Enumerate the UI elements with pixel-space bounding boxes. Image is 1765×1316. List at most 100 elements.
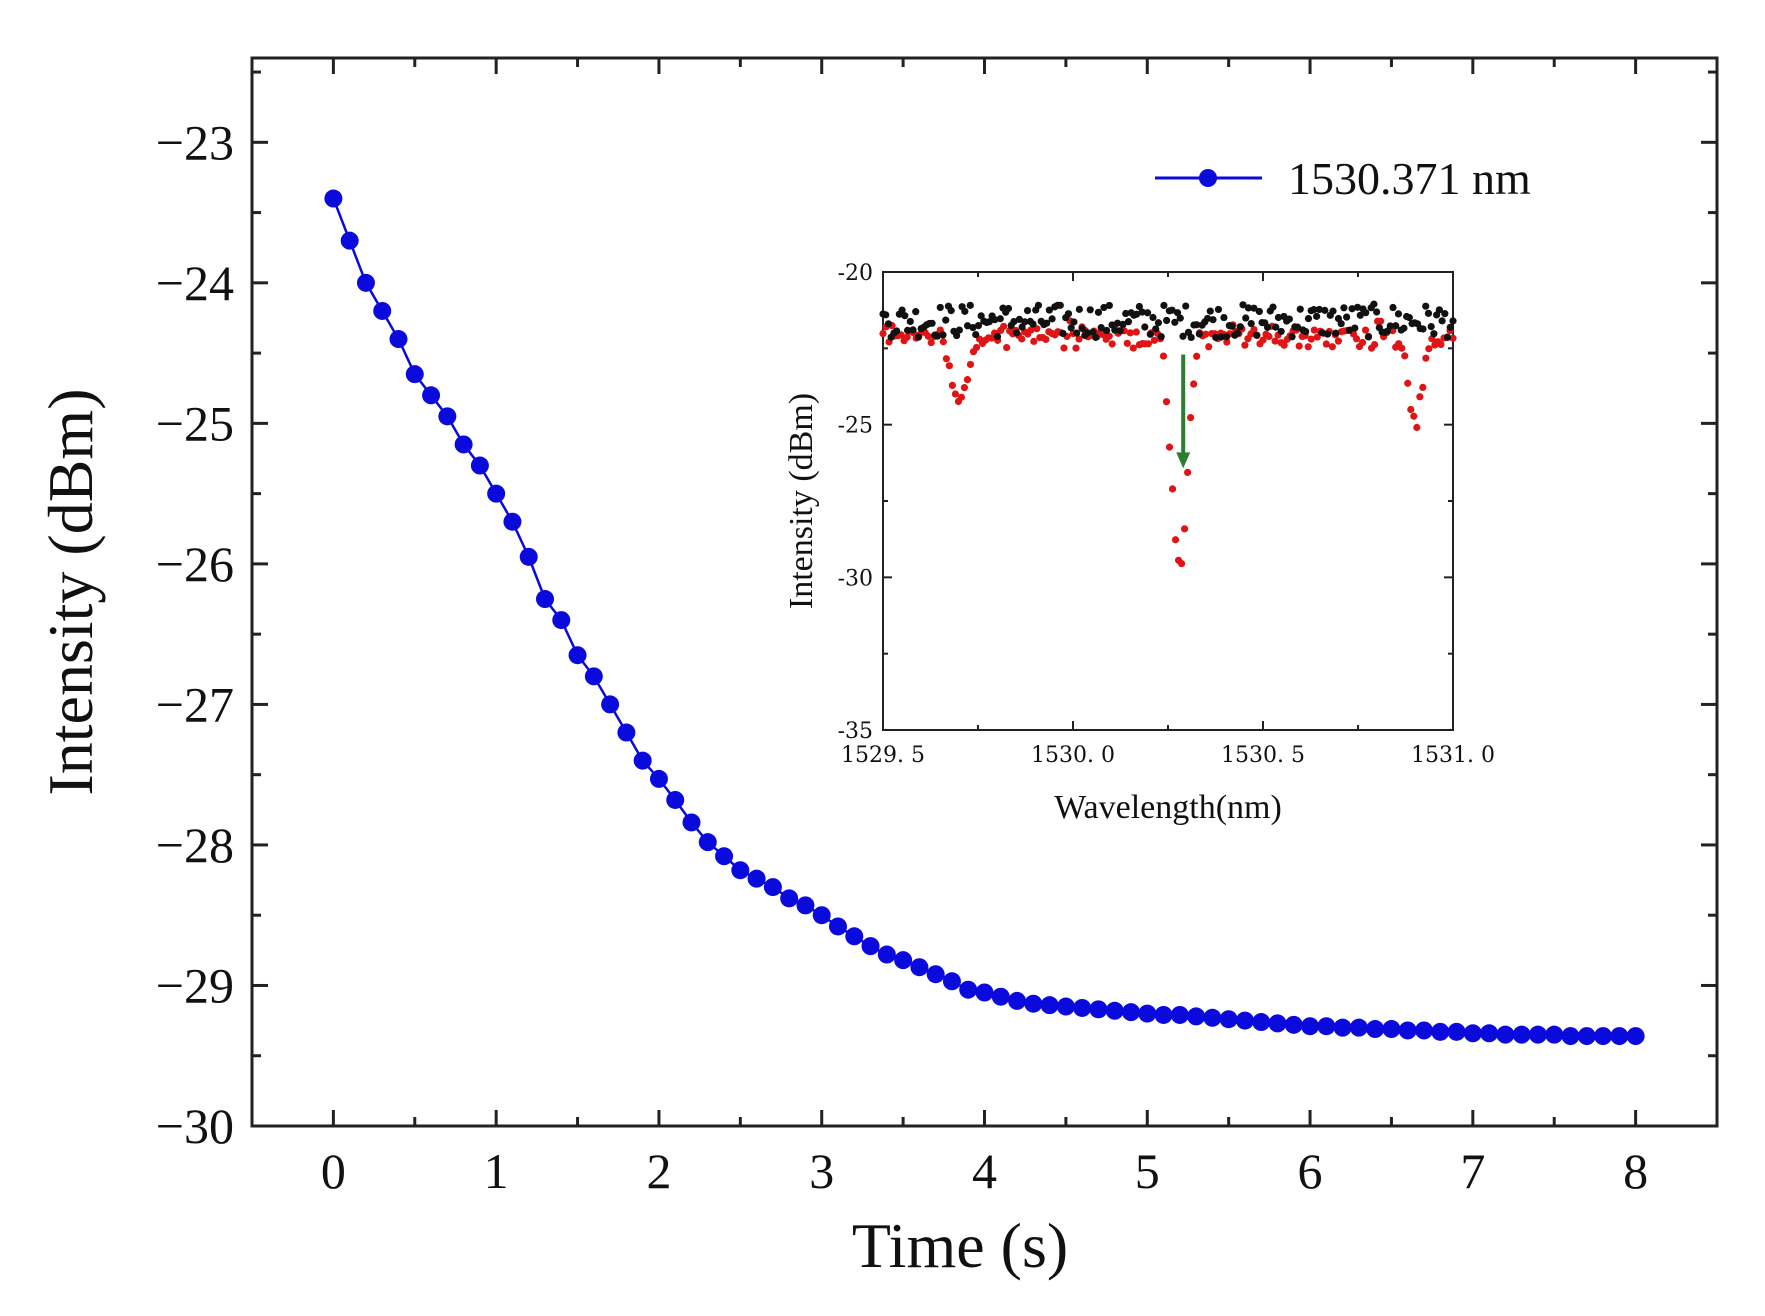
x-tick-label: 6 bbox=[1298, 1143, 1323, 1199]
inset-red-point bbox=[1027, 326, 1035, 334]
inset-black-point bbox=[1122, 309, 1130, 318]
inset-black-point bbox=[1293, 323, 1302, 331]
x-tick-label: 8 bbox=[1623, 1143, 1648, 1199]
data-point bbox=[1382, 1020, 1401, 1039]
data-point bbox=[1496, 1025, 1515, 1044]
data-point bbox=[1219, 1010, 1238, 1029]
data-point bbox=[324, 189, 343, 208]
inset-black-point bbox=[1154, 319, 1163, 327]
inset-black-point bbox=[939, 331, 947, 339]
inset-black-point bbox=[906, 317, 914, 326]
inset-black-point bbox=[1318, 329, 1326, 337]
inset-red-point bbox=[951, 390, 959, 398]
data-point bbox=[1349, 1018, 1368, 1037]
data-point bbox=[405, 365, 424, 384]
data-point bbox=[1138, 1004, 1157, 1023]
inset-black-point bbox=[1206, 307, 1214, 315]
inset-red-point bbox=[1030, 337, 1038, 345]
inset-black-point bbox=[1310, 306, 1318, 314]
inset-black-point bbox=[1015, 315, 1023, 324]
inset-black-point bbox=[1094, 308, 1103, 316]
inset-black-point bbox=[1070, 318, 1078, 326]
inset-y-axis-title: Intensity (dBm) bbox=[783, 393, 820, 609]
inset-black-point bbox=[1086, 306, 1094, 314]
inset-red-point bbox=[1180, 525, 1189, 533]
inset-black-point bbox=[1089, 328, 1097, 336]
data-point bbox=[1024, 994, 1043, 1013]
y-tick-label: −28 bbox=[156, 817, 234, 873]
data-point bbox=[1545, 1025, 1564, 1044]
inset-black-point bbox=[1163, 316, 1171, 325]
inset-red-point bbox=[942, 355, 950, 363]
data-point bbox=[1073, 998, 1092, 1017]
inset-black-point bbox=[1438, 317, 1446, 325]
inset-x-tick-label: 1530. 5 bbox=[1221, 743, 1305, 768]
inset-black-point bbox=[1250, 304, 1258, 312]
x-tick-label: 3 bbox=[809, 1143, 834, 1199]
data-point bbox=[1594, 1027, 1613, 1046]
inset-red-point bbox=[879, 329, 887, 338]
inset-black-point bbox=[1430, 330, 1438, 338]
inset-red-point bbox=[1168, 485, 1177, 493]
y-tick-label: −30 bbox=[156, 1098, 234, 1154]
x-tick-label: 1 bbox=[484, 1143, 509, 1199]
inset-red-point bbox=[1132, 328, 1140, 336]
inset-black-point bbox=[1329, 307, 1337, 315]
inset-red-point bbox=[1105, 332, 1113, 340]
inset-red-point bbox=[1177, 559, 1186, 568]
inset-black-point bbox=[1422, 302, 1430, 310]
data-point bbox=[1528, 1025, 1547, 1044]
inset-black-point bbox=[1313, 312, 1321, 320]
data-point bbox=[356, 273, 375, 292]
main-series bbox=[324, 189, 1645, 1046]
data-point bbox=[715, 847, 734, 866]
data-point bbox=[682, 813, 701, 832]
y-tick-label: −29 bbox=[156, 957, 234, 1013]
data-point bbox=[861, 937, 880, 956]
inset-black-point bbox=[1059, 329, 1067, 338]
data-point bbox=[568, 646, 587, 665]
inset-black-point bbox=[1244, 304, 1253, 312]
inset-red-point bbox=[1187, 413, 1195, 422]
inset-black-point bbox=[1100, 303, 1108, 312]
inset-black-point bbox=[1302, 327, 1310, 336]
inset-black-point bbox=[1034, 301, 1043, 309]
data-point bbox=[1431, 1022, 1450, 1041]
inset-black-point bbox=[1340, 304, 1348, 312]
inset-red-point bbox=[903, 333, 911, 341]
inset-red-point bbox=[1280, 341, 1288, 349]
inset-black-point bbox=[947, 307, 955, 315]
data-point bbox=[1235, 1011, 1254, 1030]
inset-black-point bbox=[969, 323, 977, 332]
data-point bbox=[1577, 1027, 1596, 1046]
inset-black-point bbox=[1176, 314, 1184, 322]
inset-black-point bbox=[1075, 305, 1083, 313]
inset-black-point bbox=[1004, 304, 1013, 313]
legend: 1530.371 nm bbox=[1155, 153, 1531, 204]
data-point bbox=[1268, 1014, 1287, 1033]
inset-black-point bbox=[1272, 323, 1280, 331]
data-point bbox=[1366, 1020, 1385, 1039]
inset-tick-labels: 1529. 5 1530. 0 1530. 5 1531. 0 -20 -25 -30 -35 bbox=[838, 261, 1495, 768]
inset-red-point bbox=[1060, 344, 1068, 352]
y-tick-label: −25 bbox=[156, 395, 234, 451]
inset-red-point bbox=[972, 343, 981, 352]
inset-red-point bbox=[960, 383, 969, 392]
inset-red-point bbox=[1377, 317, 1385, 325]
inset-plot-frame bbox=[882, 271, 1454, 731]
inset-black-point bbox=[1443, 333, 1452, 341]
inset-y-tick-label: -30 bbox=[838, 566, 873, 591]
inset-red-point bbox=[1108, 340, 1116, 348]
inset-red-point bbox=[1042, 335, 1050, 344]
inset-black-point bbox=[1209, 316, 1217, 324]
data-point bbox=[812, 906, 831, 925]
data-point bbox=[877, 945, 896, 964]
data-point bbox=[1122, 1003, 1140, 1022]
inset-y-tick-label: -25 bbox=[838, 414, 873, 439]
inset-black-point bbox=[1152, 325, 1160, 333]
inset-black-point bbox=[1173, 309, 1182, 317]
data-point bbox=[780, 889, 799, 908]
data-point bbox=[1626, 1027, 1645, 1046]
data-point bbox=[601, 695, 620, 714]
